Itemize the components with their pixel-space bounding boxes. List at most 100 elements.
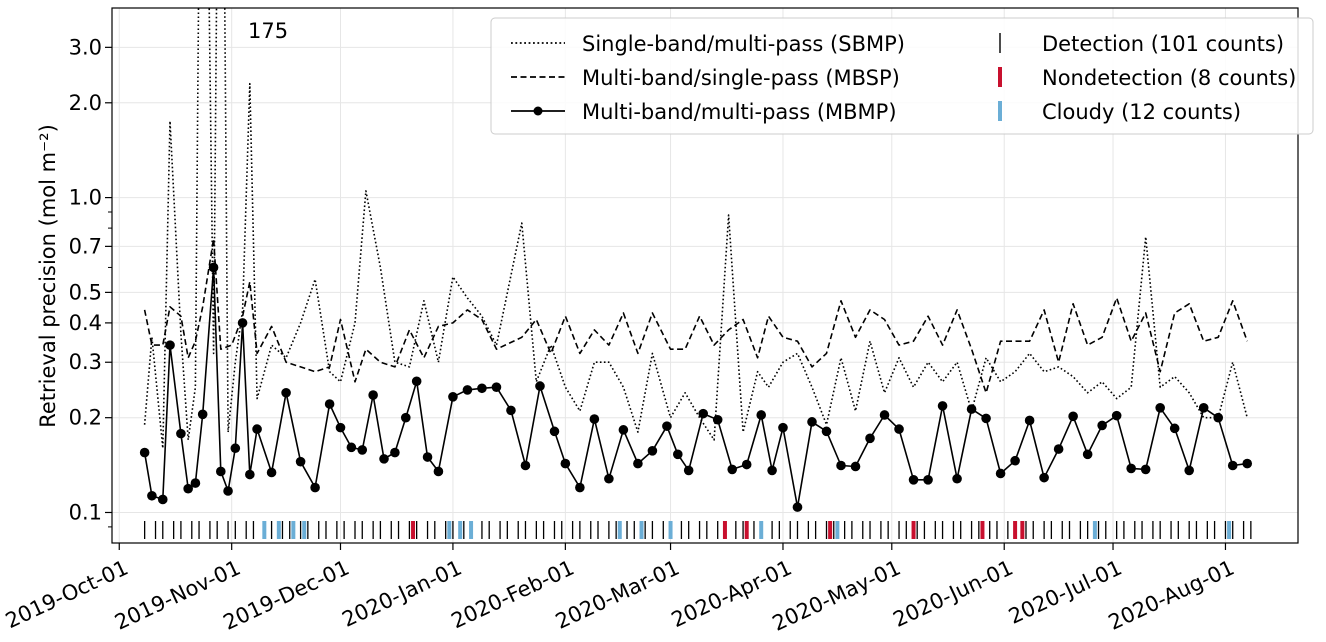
data-point — [1155, 402, 1165, 413]
legend: Single-band/multi-pass (SBMP) Multi-band… — [490, 17, 1314, 135]
y-tick-label: 3.0 — [69, 35, 102, 59]
data-point — [230, 443, 241, 454]
data-point — [346, 442, 357, 453]
data-point — [147, 490, 157, 501]
data-point — [281, 387, 291, 398]
data-point — [727, 464, 738, 475]
y-axis: 0.1 0.2 0.3 0.4 0.5 0.7 1.0 2.0 3.0 — [69, 35, 112, 528]
data-point — [491, 382, 502, 392]
y-tick-label: 2.0 — [69, 91, 102, 115]
series-line-mbsp — [143, 238, 1248, 394]
data-point — [216, 466, 226, 477]
data-point — [1111, 410, 1122, 421]
data-point — [575, 482, 585, 493]
data-point — [295, 456, 306, 467]
data-point — [549, 426, 560, 437]
data-point — [589, 414, 600, 424]
data-point — [767, 465, 777, 476]
data-point — [908, 474, 919, 485]
data-point — [266, 467, 277, 478]
data-point — [894, 424, 904, 434]
y-tick-label: 0.2 — [69, 406, 102, 430]
data-point — [252, 424, 262, 434]
data-point — [1213, 412, 1224, 423]
data-point — [223, 486, 233, 496]
event-ticks — [143, 521, 1252, 539]
data-point — [662, 421, 672, 431]
legend-cloudy-label: Cloudy (12 counts) — [1042, 100, 1241, 124]
data-point — [477, 383, 487, 394]
y-tick-label: 1.0 — [69, 186, 102, 210]
data-point — [698, 408, 708, 419]
data-point — [952, 473, 962, 484]
legend-mbmp-label: Multi-band/multi-pass (MBMP) — [582, 100, 897, 124]
data-point — [778, 422, 788, 433]
data-point — [139, 447, 150, 458]
y-tick-label: 0.3 — [69, 350, 102, 374]
data-point — [618, 425, 629, 435]
data-point — [712, 414, 723, 425]
data-point — [1024, 415, 1035, 426]
data-point — [411, 376, 422, 387]
data-point — [821, 426, 832, 437]
data-point — [937, 401, 948, 411]
y-tick-label: 0.4 — [69, 311, 102, 335]
data-point — [324, 399, 335, 409]
legend-detection-label: Detection (101 counts) — [1042, 32, 1284, 56]
series-layer — [139, 8, 1253, 512]
data-point — [1126, 463, 1136, 474]
data-point — [1242, 458, 1253, 469]
data-point — [506, 405, 516, 416]
data-point — [208, 262, 219, 273]
data-point — [560, 458, 571, 469]
data-point — [1169, 423, 1180, 434]
y-tick-label: 0.7 — [69, 234, 102, 258]
data-point — [520, 460, 531, 471]
data-point — [176, 428, 186, 439]
data-point — [433, 466, 444, 477]
data-point — [157, 494, 168, 505]
data-point — [462, 385, 473, 395]
data-point — [1053, 444, 1064, 454]
data-point — [422, 452, 433, 462]
peak-annotation: 175 — [248, 19, 288, 43]
data-point — [245, 469, 255, 480]
x-tick-label: 2020-Aug-01 — [1105, 556, 1238, 635]
x-tick-label: 2020-Jun-01 — [889, 556, 1016, 632]
data-point — [995, 468, 1006, 479]
plot-frame — [111, 7, 1299, 544]
data-point — [335, 422, 346, 433]
legend-mbsp-label: Multi-band/single-pass (MBSP) — [582, 66, 900, 90]
data-point — [966, 404, 977, 414]
data-point — [1039, 472, 1049, 483]
data-point — [741, 459, 752, 470]
legend-mbmp-marker — [533, 106, 543, 116]
series-line-sbmp — [143, 8, 1248, 450]
data-point — [981, 413, 991, 424]
legend-sbmp-label: Single-band/multi-pass (SBMP) — [582, 32, 905, 56]
data-point — [535, 381, 545, 391]
legend-nondetection-label: Nondetection (8 counts) — [1042, 66, 1296, 90]
data-point — [647, 445, 658, 456]
grid — [112, 8, 1298, 543]
x-tick-label: 2020-Jan-01 — [339, 556, 466, 632]
data-point — [792, 502, 803, 512]
x-tick-label: 2019-Dec-01 — [220, 556, 353, 635]
data-point — [165, 340, 175, 350]
data-point — [357, 445, 368, 455]
data-point — [237, 318, 248, 328]
data-point — [604, 473, 614, 484]
data-point — [1184, 465, 1194, 476]
data-point — [1082, 449, 1093, 460]
data-point — [633, 458, 643, 469]
series-mbsp — [143, 238, 1248, 394]
data-point — [448, 392, 458, 402]
y-tick-label: 0.5 — [69, 280, 102, 304]
data-point — [683, 465, 694, 476]
data-point — [1010, 455, 1020, 466]
data-point — [756, 410, 767, 420]
data-point — [1198, 402, 1209, 413]
data-point — [879, 410, 890, 420]
x-tick-label: 2019-Oct-01 — [2, 556, 132, 634]
